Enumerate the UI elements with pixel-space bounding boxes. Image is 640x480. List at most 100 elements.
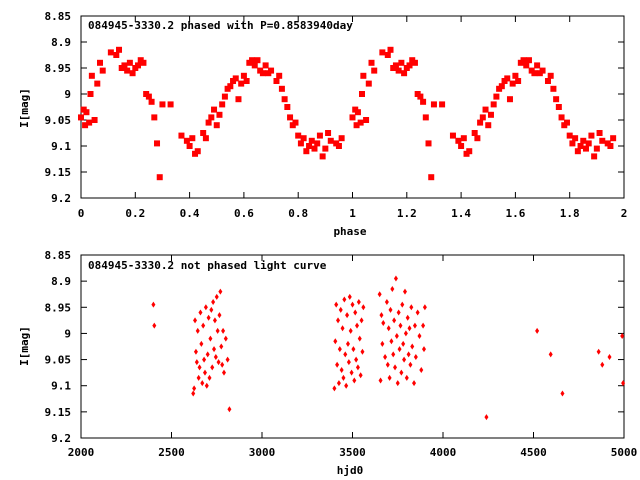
data-point: [159, 101, 166, 108]
x-tick-label: 1.8: [560, 207, 580, 220]
data-point: [377, 291, 382, 298]
data-point: [195, 327, 200, 334]
data-point: [273, 78, 280, 84]
data-point: [415, 309, 420, 316]
x-tick-label: 1.6: [505, 207, 525, 220]
tick-layer: 0 0.2 0.4 0.6 0.8 1 1.2 1.4 1.6 1.8 2 8.85 8.9 8.95 9 9…: [45, 10, 628, 220]
data-point: [477, 119, 484, 126]
data-point: [525, 57, 532, 64]
plot-title: 084945-3330.2 not phased light curve: [88, 259, 327, 272]
data-point: [336, 380, 341, 387]
data-point: [212, 346, 217, 353]
data-point: [214, 293, 219, 300]
data-point: [409, 304, 414, 311]
data-point: [392, 317, 397, 324]
data-point: [566, 132, 573, 139]
data-point: [394, 333, 399, 340]
data-point: [167, 101, 174, 108]
data-point: [484, 414, 489, 421]
data-point: [216, 359, 221, 366]
data-point: [398, 59, 405, 66]
data-point: [422, 114, 429, 121]
data-point: [140, 59, 147, 66]
data-point: [225, 356, 230, 363]
data-point: [300, 135, 307, 142]
data-point: [412, 380, 417, 387]
data-point: [380, 340, 385, 347]
data-point: [335, 143, 342, 149]
data-point: [219, 343, 224, 350]
data-point: [113, 52, 120, 58]
data-point: [395, 380, 400, 387]
data-point: [401, 340, 406, 347]
data-point: [498, 83, 505, 90]
data-point: [547, 72, 554, 79]
data-point: [449, 132, 456, 139]
data-point: [353, 309, 358, 316]
data-point: [232, 75, 239, 82]
data-point: [340, 325, 345, 332]
data-point: [196, 374, 201, 381]
data-point: [425, 140, 432, 147]
phased-plot: 084945-3330.2 phased with P=0.8583940day…: [18, 10, 627, 238]
data-point: [344, 382, 349, 389]
data-point: [218, 288, 223, 295]
x-tick-label: 1.4: [451, 207, 471, 220]
data-point: [548, 351, 553, 358]
y-tick-label: 9.15: [45, 406, 72, 419]
data-point: [428, 174, 435, 181]
data-point: [572, 135, 579, 142]
data-point: [339, 367, 344, 374]
data-point: [512, 72, 519, 79]
data-point: [208, 114, 215, 121]
data-point: [422, 304, 427, 311]
data-point: [600, 361, 605, 368]
data-point: [379, 312, 384, 319]
data-point: [591, 153, 598, 160]
data-point: [493, 93, 500, 100]
y-tick-label: 9.1: [51, 380, 71, 393]
x-tick-label: 0.8: [288, 207, 308, 220]
data-point: [345, 340, 350, 347]
data-point: [350, 301, 355, 308]
data-point: [356, 299, 361, 306]
data-point: [308, 137, 315, 144]
data-point: [620, 333, 625, 340]
data-point: [129, 70, 136, 77]
data-point: [560, 390, 565, 397]
data-point: [191, 390, 196, 397]
data-point: [121, 62, 128, 69]
data-point: [292, 119, 299, 126]
data-point: [201, 322, 206, 329]
data-point: [393, 364, 398, 371]
data-points: [78, 46, 617, 181]
data-point: [334, 301, 339, 308]
data-point: [593, 145, 600, 152]
data-point: [322, 145, 329, 152]
data-point: [351, 346, 356, 353]
data-point: [145, 93, 152, 100]
data-point: [408, 361, 413, 368]
data-point: [189, 135, 196, 142]
data-point: [563, 119, 570, 126]
data-point: [94, 80, 101, 87]
data-point: [124, 67, 131, 74]
data-point: [596, 130, 603, 136]
data-point: [336, 317, 341, 324]
data-point: [243, 78, 250, 84]
tick-layer: 2000 2500 3000 3500 4000 4500 5000 8.85 8.9 8.95 9…: [45, 249, 638, 459]
data-point: [325, 130, 332, 136]
data-point: [393, 275, 398, 282]
data-point: [360, 348, 365, 355]
data-point: [186, 143, 193, 149]
data-point: [148, 98, 155, 105]
data-point: [107, 49, 114, 56]
y-tick-label: 9.05: [45, 354, 72, 367]
data-point: [303, 148, 310, 155]
data-point: [531, 70, 538, 77]
data-point: [410, 343, 415, 350]
data-point: [417, 93, 424, 100]
plot-frame: [80, 254, 625, 439]
data-point: [193, 317, 198, 324]
